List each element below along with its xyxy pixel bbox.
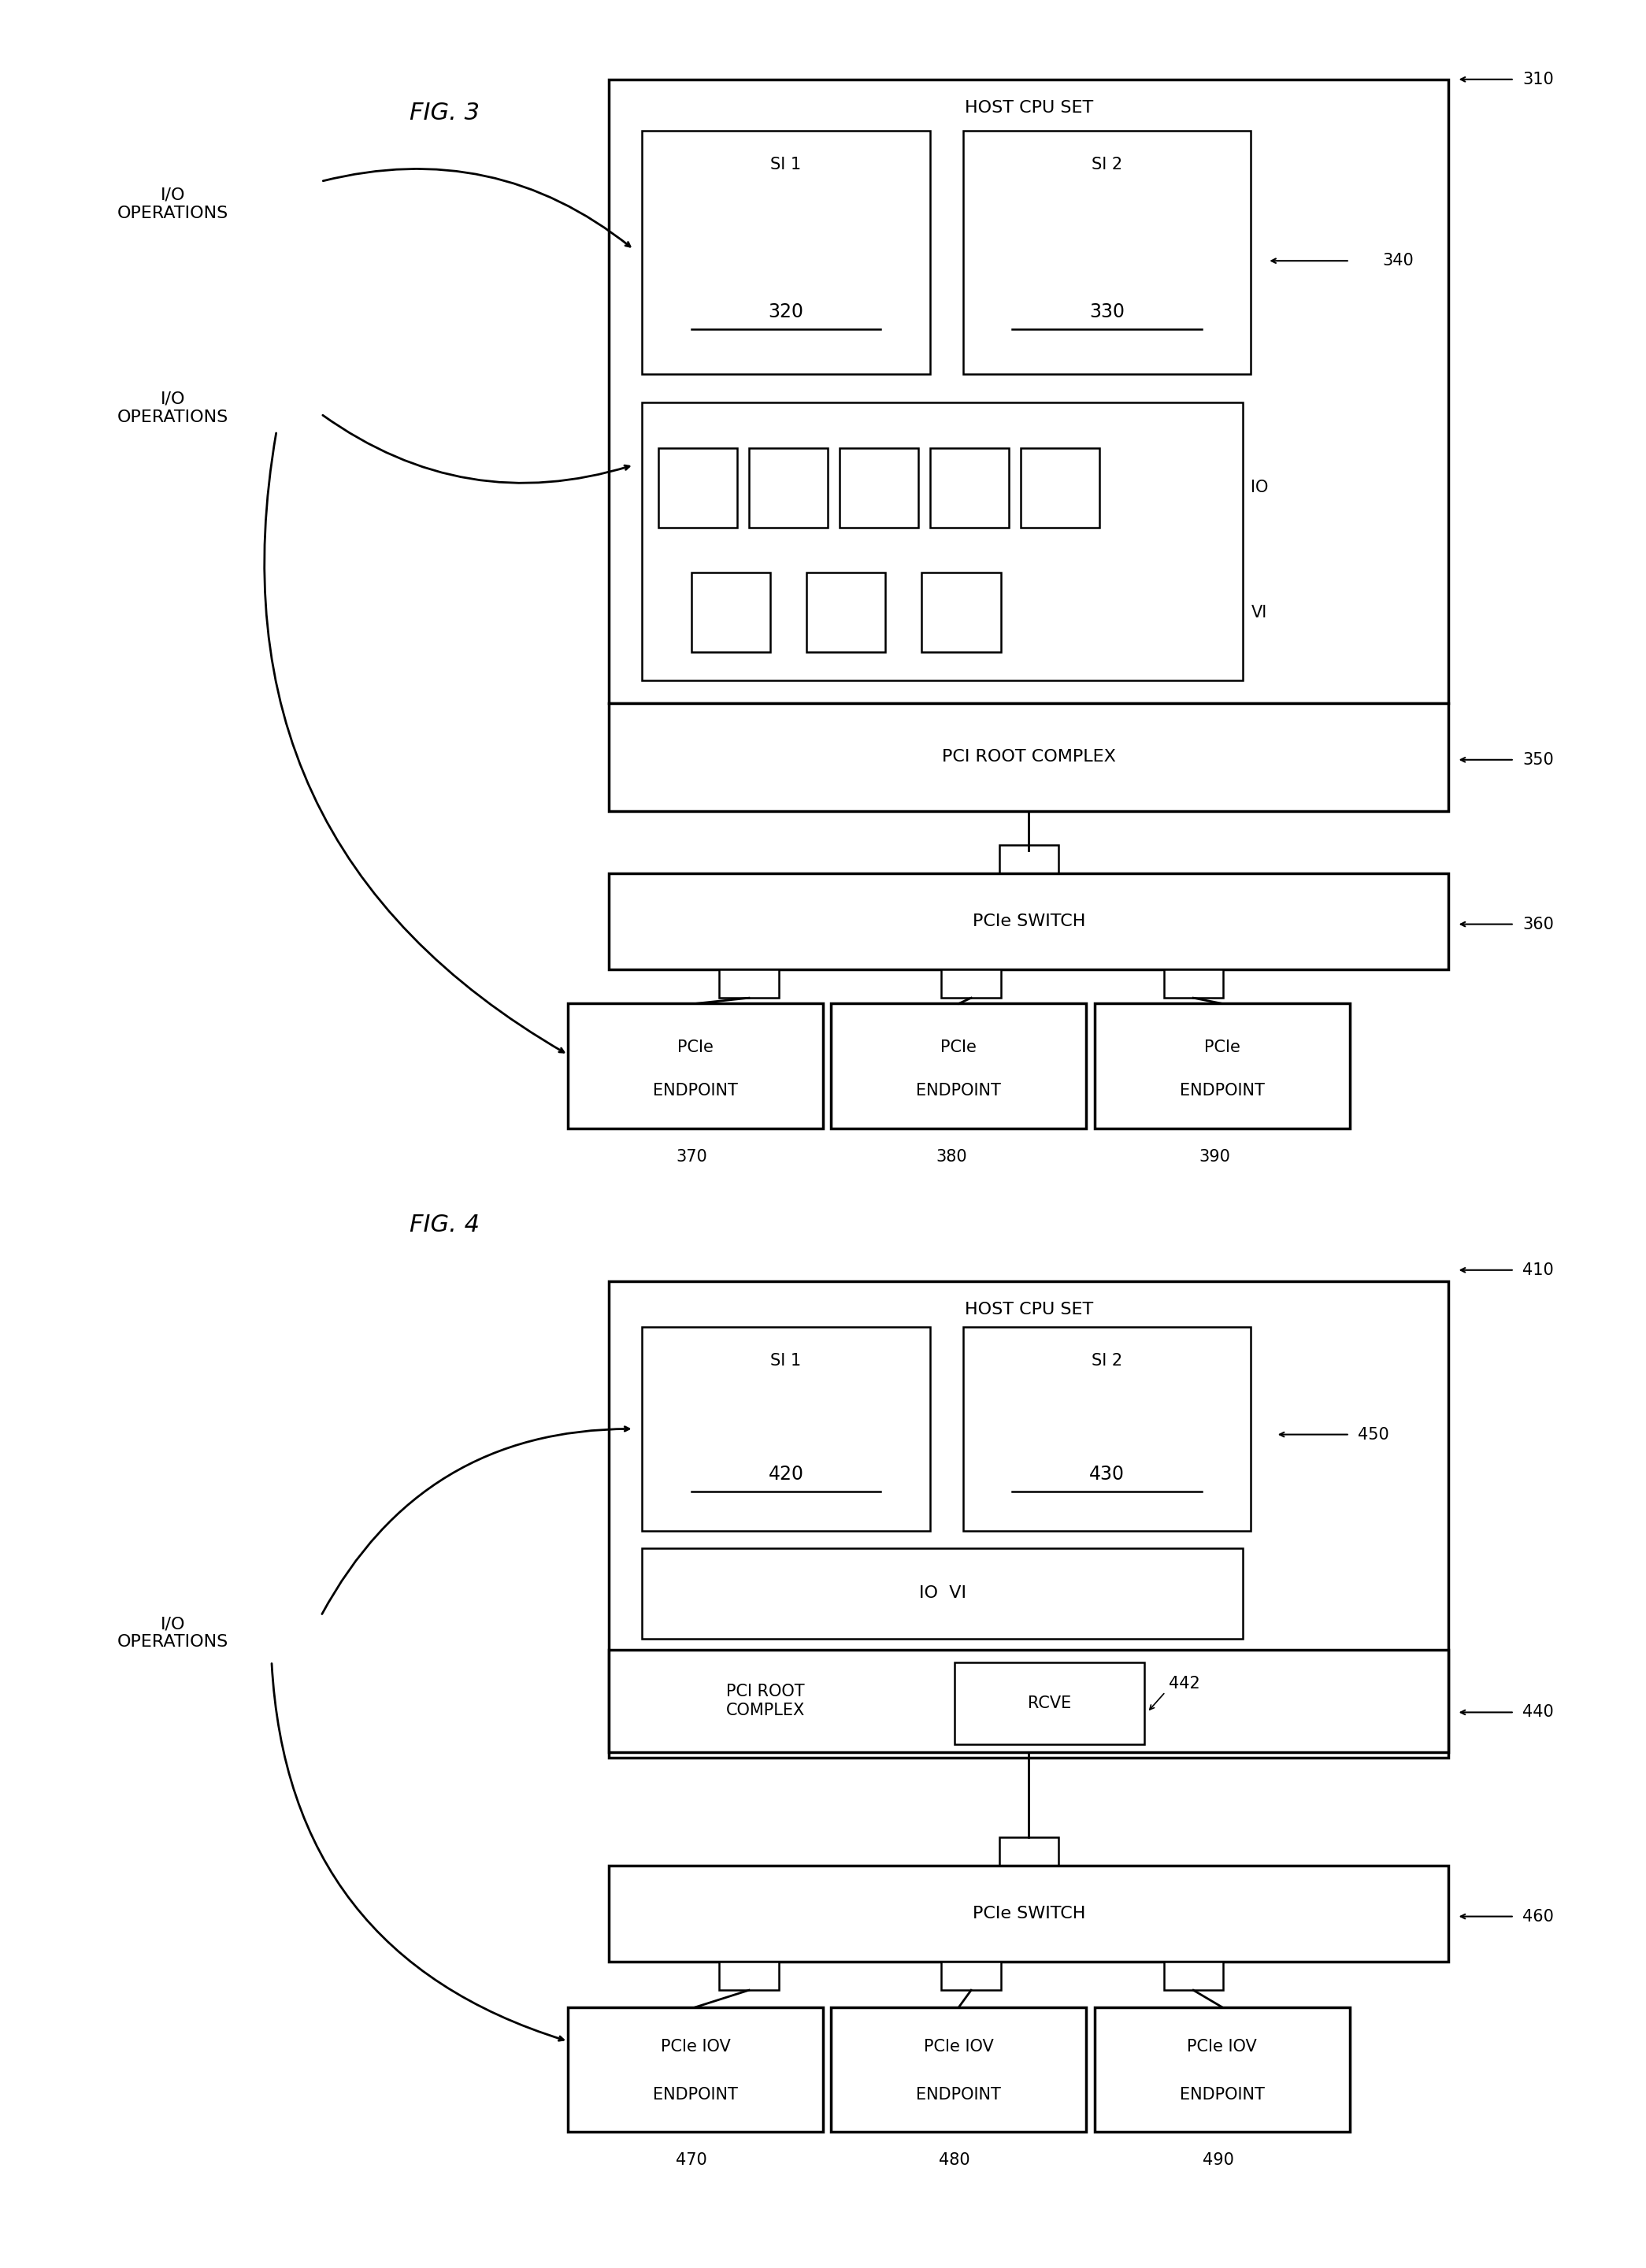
FancyBboxPatch shape [1095,1002,1350,1127]
Text: PCIe: PCIe [1205,1039,1239,1055]
FancyBboxPatch shape [955,1662,1144,1744]
FancyBboxPatch shape [719,1962,779,1991]
Text: 460: 460 [1523,1910,1554,1923]
Text: SI 2: SI 2 [1091,156,1123,172]
FancyBboxPatch shape [609,1864,1448,1962]
FancyBboxPatch shape [1095,2007,1350,2132]
Text: 390: 390 [1198,1150,1231,1163]
FancyBboxPatch shape [609,79,1448,703]
Text: 440: 440 [1523,1706,1554,1719]
Text: 360: 360 [1523,916,1554,932]
Text: SI 2: SI 2 [1091,1354,1123,1368]
FancyBboxPatch shape [642,129,930,374]
Text: PCIe IOV: PCIe IOV [1187,2039,1258,2055]
FancyBboxPatch shape [609,1651,1448,1751]
Text: PCIe SWITCH: PCIe SWITCH [973,1905,1085,1921]
Text: FIG. 4: FIG. 4 [410,1213,479,1236]
Text: IO: IO [1251,481,1269,494]
Text: 340: 340 [1383,254,1414,268]
FancyBboxPatch shape [568,2007,823,2132]
Text: 320: 320 [769,302,803,322]
FancyBboxPatch shape [839,449,918,526]
Text: PCIe SWITCH: PCIe SWITCH [973,914,1085,930]
Text: 470: 470 [675,2152,708,2168]
Text: 490: 490 [1202,2152,1234,2168]
Text: I/O
OPERATIONS: I/O OPERATIONS [117,390,229,426]
FancyBboxPatch shape [999,844,1058,873]
Text: ENDPOINT: ENDPOINT [653,2087,737,2102]
FancyBboxPatch shape [749,449,828,526]
FancyBboxPatch shape [1164,971,1223,998]
Text: ENDPOINT: ENDPOINT [917,1084,1001,1098]
Text: PCI ROOT COMPLEX: PCI ROOT COMPLEX [942,748,1116,764]
Text: 442: 442 [1169,1676,1200,1692]
FancyBboxPatch shape [831,2007,1086,2132]
FancyBboxPatch shape [568,1002,823,1127]
Text: HOST CPU SET: HOST CPU SET [965,1302,1093,1318]
FancyBboxPatch shape [942,971,1001,998]
Text: RCVE: RCVE [1027,1696,1072,1710]
FancyBboxPatch shape [658,449,737,526]
FancyBboxPatch shape [719,971,779,998]
FancyBboxPatch shape [609,1281,1448,1758]
Text: 380: 380 [937,1150,966,1163]
Text: SI 1: SI 1 [770,1354,802,1368]
Text: PCI ROOT
COMPLEX: PCI ROOT COMPLEX [726,1683,805,1719]
FancyBboxPatch shape [609,873,1448,971]
Text: FIG. 3: FIG. 3 [410,102,479,125]
Text: I/O
OPERATIONS: I/O OPERATIONS [117,186,229,220]
FancyBboxPatch shape [963,1327,1251,1531]
Text: 310: 310 [1523,73,1554,86]
FancyBboxPatch shape [922,572,1001,653]
FancyBboxPatch shape [999,1837,1058,1864]
FancyBboxPatch shape [942,1962,1001,1991]
Text: ENDPOINT: ENDPOINT [1180,2087,1264,2102]
FancyBboxPatch shape [609,703,1448,810]
Text: SI 1: SI 1 [770,156,802,172]
FancyBboxPatch shape [930,449,1009,526]
Text: HOST CPU SET: HOST CPU SET [965,100,1093,116]
Text: ENDPOINT: ENDPOINT [653,1084,737,1098]
Text: 450: 450 [1358,1427,1389,1442]
Text: PCIe IOV: PCIe IOV [660,2039,731,2055]
FancyBboxPatch shape [963,129,1251,374]
FancyBboxPatch shape [1164,1962,1223,1991]
Text: 430: 430 [1090,1465,1124,1483]
Text: VI: VI [1251,606,1267,619]
Text: PCIe: PCIe [942,1039,976,1055]
Text: I/O
OPERATIONS: I/O OPERATIONS [117,1615,229,1651]
Text: PCIe: PCIe [678,1039,713,1055]
Text: 480: 480 [940,2152,969,2168]
FancyBboxPatch shape [642,1327,930,1531]
FancyBboxPatch shape [807,572,886,653]
FancyBboxPatch shape [642,1547,1243,1637]
FancyBboxPatch shape [1021,449,1100,526]
FancyBboxPatch shape [831,1002,1086,1127]
Text: ENDPOINT: ENDPOINT [917,2087,1001,2102]
Text: 410: 410 [1523,1263,1554,1277]
FancyBboxPatch shape [642,401,1243,680]
Text: PCIe IOV: PCIe IOV [923,2039,994,2055]
Text: ENDPOINT: ENDPOINT [1180,1084,1264,1098]
FancyBboxPatch shape [691,572,770,653]
Text: 330: 330 [1090,302,1124,322]
Text: 370: 370 [675,1150,708,1163]
Text: 420: 420 [769,1465,803,1483]
Text: IO  VI: IO VI [918,1585,966,1601]
Text: 350: 350 [1523,753,1554,767]
